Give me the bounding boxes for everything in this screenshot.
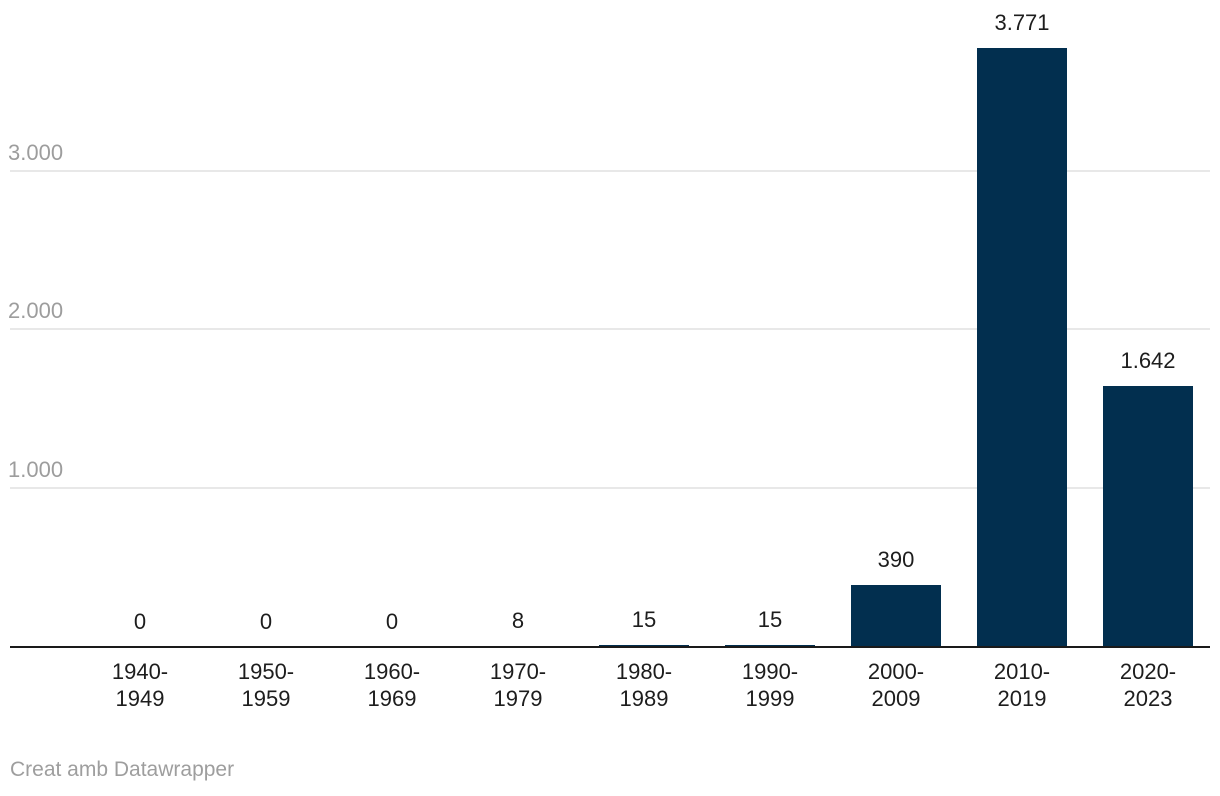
- gridline: [10, 487, 1210, 489]
- bar[interactable]: [1103, 386, 1193, 647]
- x-tick-label: 2000- 2009: [867, 659, 925, 711]
- gridline: [10, 328, 1210, 330]
- bar-value-label: 3.771: [994, 10, 1050, 35]
- y-tick-label: 1.000: [8, 457, 64, 482]
- bar-value-label: 8: [511, 608, 525, 633]
- x-tick-label: 1950- 1959: [237, 659, 295, 711]
- bar-value-label: 0: [385, 609, 399, 634]
- x-tick-label: 2010- 2019: [993, 659, 1051, 711]
- x-tick-label: 1980- 1989: [615, 659, 673, 711]
- x-tick-label: 1960- 1969: [363, 659, 421, 711]
- x-tick-label: 1990- 1999: [741, 659, 799, 711]
- x-tick-label: 1940- 1949: [111, 659, 169, 711]
- y-tick-label: 3.000: [8, 140, 64, 165]
- bar[interactable]: [851, 585, 941, 647]
- bar-value-label: 15: [631, 607, 657, 632]
- bar[interactable]: [977, 48, 1067, 647]
- bar-value-label: 390: [877, 547, 915, 572]
- x-axis-line: [10, 646, 1210, 648]
- bar-value-label: 1.642: [1120, 348, 1176, 373]
- x-tick-label: 2020- 2023: [1119, 659, 1177, 711]
- gridline: [10, 170, 1210, 172]
- datawrapper-attribution: Creat amb Datawrapper: [10, 758, 235, 781]
- bar-value-label: 0: [133, 609, 147, 634]
- bar-value-label: 15: [757, 607, 783, 632]
- x-tick-label: 1970- 1979: [489, 659, 547, 711]
- y-tick-label: 2.000: [8, 298, 64, 323]
- bar-value-label: 0: [259, 609, 273, 634]
